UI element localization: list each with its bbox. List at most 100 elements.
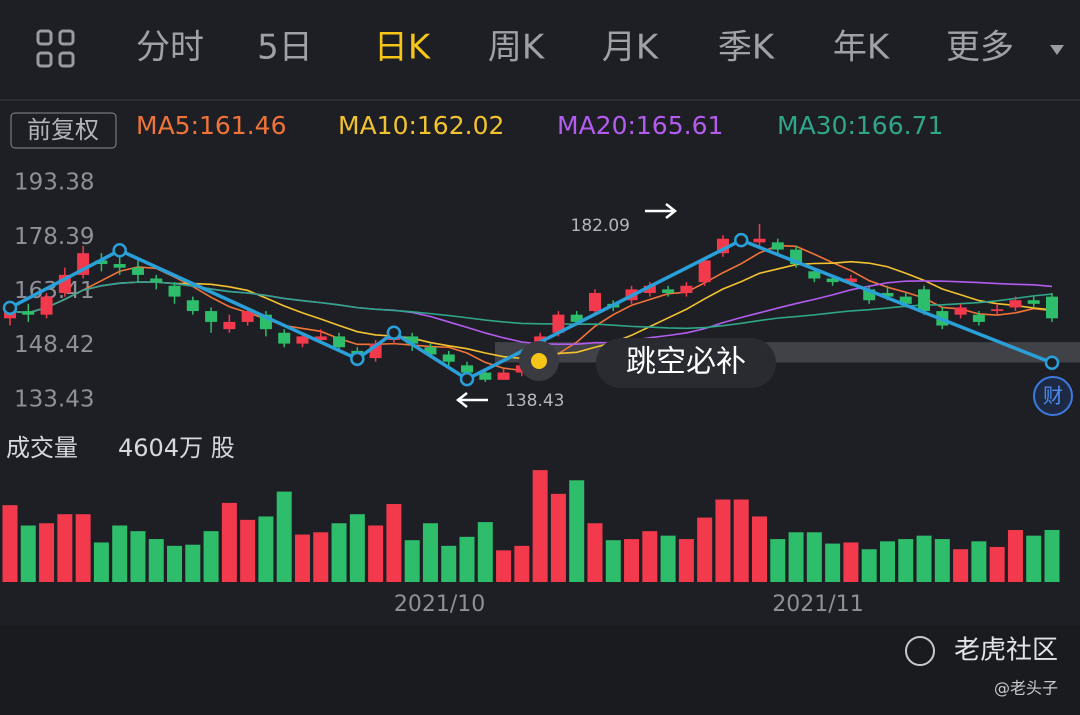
tab[interactable]: 日K xyxy=(374,28,432,68)
candle-body xyxy=(461,365,474,373)
candle-body xyxy=(168,285,181,297)
volume-bar xyxy=(185,544,201,582)
candle-body xyxy=(1027,300,1040,304)
volume-bar xyxy=(148,539,164,582)
volume-bar xyxy=(678,539,694,582)
footer-bg xyxy=(0,625,1080,715)
volume-bar xyxy=(422,523,438,582)
candle-body xyxy=(479,372,492,380)
volume-bar xyxy=(550,493,566,582)
finance-badge[interactable] xyxy=(1033,376,1073,416)
volume-bar xyxy=(770,539,786,582)
tab[interactable]: 更多 xyxy=(946,28,1014,68)
candle-body xyxy=(497,372,510,380)
volume-bar xyxy=(587,523,603,582)
candle-body xyxy=(442,354,455,362)
candle-body xyxy=(662,289,675,293)
volume-bar xyxy=(258,516,274,582)
gap-label: 跳空必补 xyxy=(626,345,746,380)
volume-bar xyxy=(1026,535,1042,582)
volume-bar xyxy=(788,532,804,582)
zigzag-point xyxy=(386,325,402,341)
tab[interactable]: 5日 xyxy=(257,28,313,68)
volume-text: 4604万 股 xyxy=(118,434,235,462)
volume-bar xyxy=(441,545,457,582)
high-label: 182.09 xyxy=(571,216,630,236)
volume-bar xyxy=(642,531,658,582)
tab[interactable]: 年K xyxy=(833,28,891,68)
candle-body xyxy=(771,242,784,250)
volume-bar xyxy=(624,539,640,582)
high-arrow xyxy=(645,203,678,219)
ma-label: MA20:165.61 xyxy=(557,111,723,140)
volume-bar xyxy=(697,517,713,582)
volume-bar xyxy=(660,535,676,582)
ma-label: MA30:166.71 xyxy=(777,111,943,140)
candle-body xyxy=(552,314,565,333)
candle-body xyxy=(808,271,821,279)
volume-bar xyxy=(879,541,895,582)
volume-bar xyxy=(57,514,73,582)
candle-body xyxy=(333,336,346,348)
volume-bar xyxy=(368,525,384,582)
ma-line xyxy=(9,281,1053,330)
candle-body xyxy=(113,264,126,268)
tab[interactable]: 分时 xyxy=(136,28,204,68)
tab[interactable]: 周K xyxy=(488,28,546,68)
zigzag-point xyxy=(733,232,749,248)
candle-body xyxy=(1046,296,1058,319)
gap-label-bg xyxy=(596,338,776,388)
volume-bar xyxy=(514,545,530,582)
y-tick-label: 133.43 xyxy=(14,386,94,412)
volume-bar xyxy=(861,549,877,582)
candle-body xyxy=(296,336,309,344)
brand: 老虎社区 xyxy=(954,636,1058,666)
candle-body xyxy=(186,300,199,312)
candle-body xyxy=(223,321,236,330)
candle-body xyxy=(278,332,291,344)
volume-bar xyxy=(294,534,310,582)
candle-body xyxy=(241,311,254,322)
adjust-label[interactable]: 前复权 xyxy=(27,116,99,144)
volume-bar xyxy=(898,539,914,582)
volume-bar xyxy=(953,549,969,582)
candle-body xyxy=(844,278,857,283)
volume-bar xyxy=(971,541,987,582)
volume-bar xyxy=(569,480,585,582)
gap-marker[interactable] xyxy=(531,353,547,369)
ma-label: MA5:161.46 xyxy=(136,111,286,140)
candle-body xyxy=(991,309,1004,312)
adjust-box[interactable] xyxy=(10,112,117,149)
volume-bar xyxy=(715,499,731,582)
candle-body xyxy=(1009,300,1022,308)
candle-body xyxy=(588,292,601,312)
candle-body xyxy=(131,267,144,275)
gap-band xyxy=(495,342,1080,363)
dropdown-arrow[interactable] xyxy=(1050,45,1064,55)
candle-body xyxy=(570,314,583,322)
candle-body xyxy=(954,307,967,315)
volume-bar xyxy=(386,504,402,582)
zigzag-point xyxy=(2,300,18,316)
volume-title: 成交量 xyxy=(6,434,78,462)
candle-body xyxy=(150,278,163,283)
candle-body xyxy=(205,311,218,322)
low-arrow xyxy=(455,392,488,408)
volume-bar xyxy=(313,532,329,582)
grid-icon[interactable] xyxy=(36,29,75,68)
volume-bar xyxy=(934,539,950,582)
volume-bar xyxy=(733,499,749,582)
candle-body xyxy=(40,296,53,315)
author: @老头子 xyxy=(994,679,1058,698)
candle-body xyxy=(899,296,912,304)
finance-badge-text[interactable]: 财 xyxy=(1043,384,1063,408)
tab[interactable]: 月K xyxy=(602,28,660,68)
volume-bar xyxy=(112,525,128,582)
volume-bar xyxy=(916,535,932,582)
volume-bar xyxy=(331,523,347,582)
volume-bar xyxy=(459,536,475,582)
volume-bar xyxy=(477,522,493,582)
tab[interactable]: 季K xyxy=(718,28,776,68)
